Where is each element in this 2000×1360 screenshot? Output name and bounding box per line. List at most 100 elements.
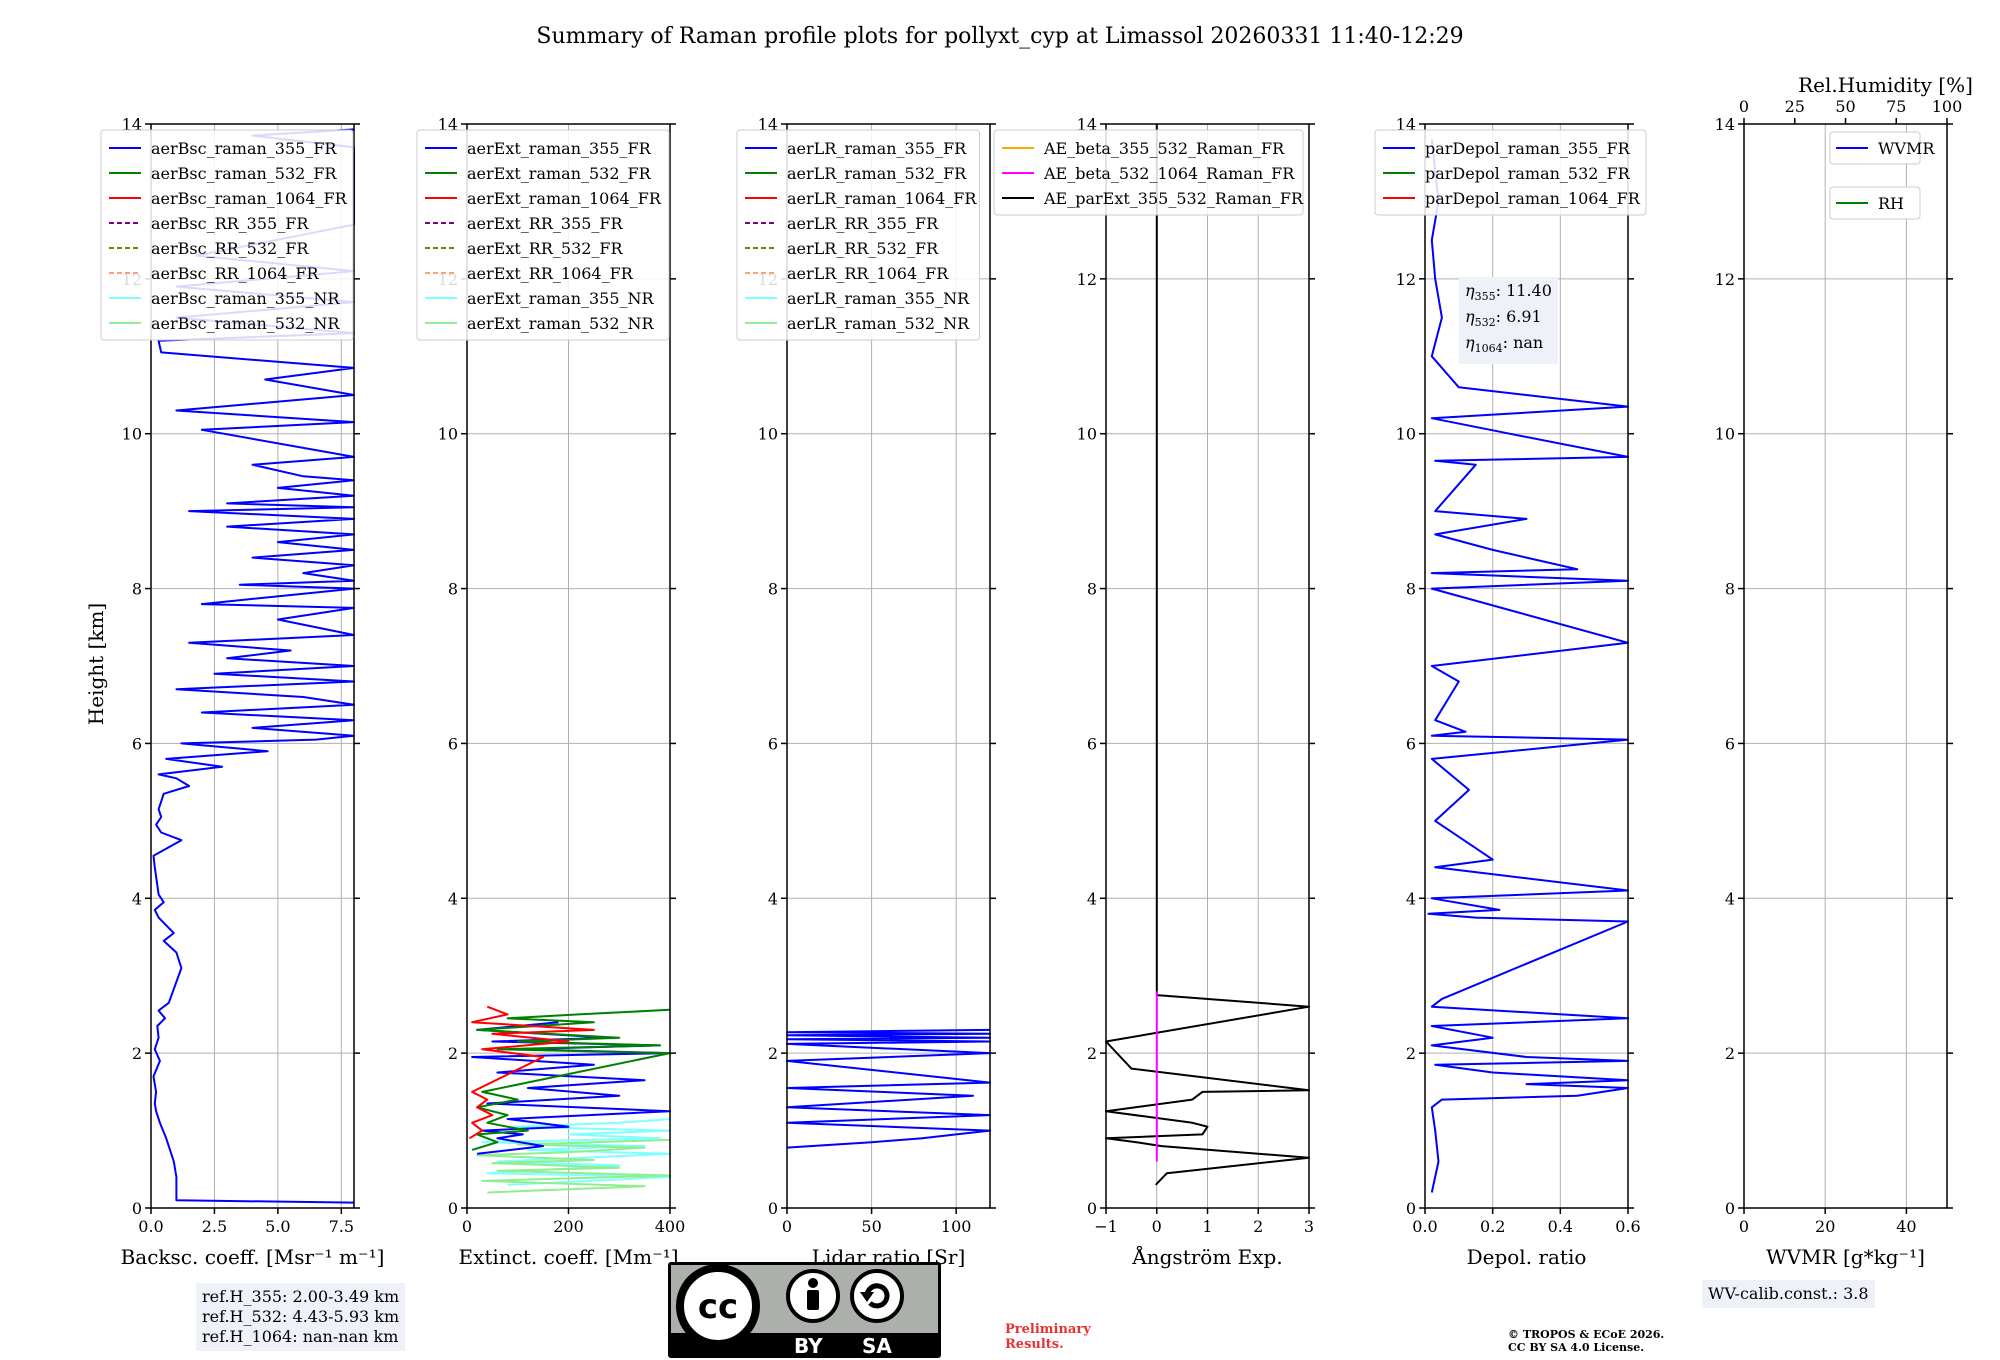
dep-xtick-label-0: 0.0 bbox=[1412, 1217, 1437, 1236]
dep-legend-label-0: parDepol_raman_355_FR bbox=[1425, 139, 1631, 158]
ext-legend-label-2: aerExt_raman_1064_FR bbox=[467, 189, 662, 208]
sa-icon bbox=[850, 1269, 904, 1323]
ae-xtick-label-4: 3 bbox=[1304, 1217, 1314, 1236]
by-icon-head bbox=[808, 1278, 818, 1288]
wv-ytick-label-3: 6 bbox=[1725, 734, 1735, 753]
wv-toptick-label-2: 50 bbox=[1835, 97, 1855, 116]
preliminary-line-2: Results. bbox=[1005, 1337, 1064, 1352]
bsc-legend-frame bbox=[100, 129, 354, 341]
ae-ytick-label-1: 2 bbox=[1087, 1044, 1097, 1063]
bsc-series-aerBsc_raman_355_FR bbox=[152, 128, 355, 1204]
wv-ytick-label-6: 12 bbox=[1715, 270, 1735, 289]
cc-badge-icons: cc bbox=[676, 1264, 904, 1348]
ext-xlabel: Extinct. coeff. [Mm⁻¹] bbox=[458, 1245, 678, 1269]
ext-legend-label-4: aerExt_RR_532_FR bbox=[467, 239, 624, 258]
dep-legend-frame bbox=[1374, 129, 1647, 216]
ext-ytick-label-3: 6 bbox=[448, 734, 458, 753]
dep-ytick-label-3: 6 bbox=[1406, 734, 1416, 753]
wv-xtick-label-1: 20 bbox=[1815, 1217, 1835, 1236]
ae-legend-frame bbox=[993, 129, 1304, 216]
preliminary-note: Preliminary Results. bbox=[1005, 1322, 1091, 1352]
lr-ytick-label-0: 0 bbox=[768, 1199, 778, 1218]
wv-toplabel: Rel.Humidity [%] bbox=[1798, 73, 1973, 97]
bsc-ytick-label-1: 2 bbox=[132, 1044, 142, 1063]
lr-series-aerLR_raman_355_FR bbox=[786, 1028, 991, 1149]
lr-legend-label-6: aerLR_raman_355_NR bbox=[787, 289, 970, 308]
bsc-xtick-label-3: 7.5 bbox=[329, 1217, 354, 1236]
dep-xtick-label-2: 0.4 bbox=[1548, 1217, 1573, 1236]
ext-xtick-label-0: 0 bbox=[462, 1217, 472, 1236]
dep-ytick-label-5: 10 bbox=[1396, 425, 1416, 444]
ae-ytick-label-0: 0 bbox=[1087, 1199, 1097, 1218]
sa-icon-arrowhead bbox=[860, 1292, 874, 1302]
ext-series-aerExt_raman_1064_FR bbox=[468, 1005, 595, 1140]
bsc-legend-label-5: aerBsc_RR_1064_FR bbox=[151, 264, 320, 283]
lr-ytick-label-4: 8 bbox=[768, 580, 778, 599]
ext-ytick-label-2: 4 bbox=[448, 889, 458, 908]
dep-ytick-label-7: 14 bbox=[1396, 115, 1416, 134]
bsc-ytick-label-2: 4 bbox=[132, 889, 142, 908]
wv-ytick-label-0: 0 bbox=[1725, 1199, 1735, 1218]
bsc-legend-label-0: aerBsc_raman_355_FR bbox=[151, 139, 337, 158]
wv-ytick-label-4: 8 bbox=[1725, 580, 1735, 599]
y-axis-label: Height [km] bbox=[84, 603, 108, 725]
wv-toptick-label-0: 0 bbox=[1739, 97, 1749, 116]
wv-calib-box: WV-calib.const.: 3.8 bbox=[1702, 1280, 1875, 1308]
wv-ytick-label-2: 4 bbox=[1725, 889, 1735, 908]
ae-xlabel: Ångström Exp. bbox=[1131, 1244, 1282, 1269]
dep-xlabel: Depol. ratio bbox=[1467, 1245, 1587, 1269]
ext-ytick-label-4: 8 bbox=[448, 580, 458, 599]
cc-sa-label: SA bbox=[862, 1334, 892, 1358]
ext-series-aerExt_raman_532_NR bbox=[476, 1138, 671, 1194]
bsc-xtick-label-0: 0.0 bbox=[138, 1217, 163, 1236]
wv-ytick-label-7: 14 bbox=[1715, 115, 1735, 134]
copyright-note: © TROPOS & ECoE 2026. CC BY SA 4.0 Licen… bbox=[1508, 1328, 1664, 1354]
ext-xtick-label-2: 400 bbox=[655, 1217, 686, 1236]
eta-1064: η1064: nan bbox=[1465, 333, 1544, 356]
wv-toptick-label-4: 100 bbox=[1932, 97, 1963, 116]
ae-series-AE_parExt_355_532_Raman_FR bbox=[1105, 124, 1310, 1186]
bsc-ytick-label-0: 0 bbox=[132, 1199, 142, 1218]
bsc-legend-label-3: aerBsc_RR_355_FR bbox=[151, 214, 309, 233]
wv-legend-label-1: RH bbox=[1878, 194, 1904, 213]
ext-legend-label-6: aerExt_raman_355_NR bbox=[467, 289, 655, 308]
ext-ytick-label-7: 14 bbox=[438, 115, 458, 134]
reference-height-box: ref.H_355: 2.00-3.49 km ref.H_532: 4.43-… bbox=[196, 1283, 406, 1351]
eta-532: η532: 6.91 bbox=[1465, 307, 1542, 330]
by-icon-body bbox=[807, 1290, 819, 1310]
ae-ytick-label-3: 6 bbox=[1087, 734, 1097, 753]
bsc-xtick-label-2: 5.0 bbox=[265, 1217, 290, 1236]
dep-ytick-label-6: 12 bbox=[1396, 270, 1416, 289]
ext-xtick-label-1: 200 bbox=[553, 1217, 584, 1236]
lr-legend-label-5: aerLR_RR_1064_FR bbox=[787, 264, 949, 283]
dep-xtick-label-1: 0.2 bbox=[1480, 1217, 1505, 1236]
ae-ytick-label-6: 12 bbox=[1077, 270, 1097, 289]
ae-xtick-label-0: −1 bbox=[1094, 1217, 1118, 1236]
cc-by-label: BY bbox=[794, 1334, 823, 1358]
bsc-ytick-label-3: 6 bbox=[132, 734, 142, 753]
lr-ytick-label-5: 10 bbox=[758, 425, 778, 444]
eta-355-value: 11.40 bbox=[1506, 281, 1552, 300]
eta-355: η355: 11.40 bbox=[1465, 281, 1552, 304]
bsc-ytick-label-5: 10 bbox=[122, 425, 142, 444]
ae-legend-label-1: AE_beta_532_1064_Raman_FR bbox=[1043, 164, 1295, 183]
bsc-axes-frame bbox=[150, 123, 355, 1209]
ext-legend-frame bbox=[416, 129, 670, 341]
sa-icon-arrow bbox=[864, 1283, 890, 1309]
preliminary-line-1: Preliminary bbox=[1005, 1322, 1091, 1337]
eta-box: η355: 11.40 η532: 6.91 η1064: nan bbox=[1459, 277, 1558, 364]
panel-lr: 02468101214050100Lidar ratio [Sr]aerLR_r… bbox=[736, 115, 996, 1269]
ae-ytick-label-7: 14 bbox=[1077, 115, 1097, 134]
lr-xtick-label-0: 0 bbox=[782, 1217, 792, 1236]
dep-ytick-label-1: 2 bbox=[1406, 1044, 1416, 1063]
ref-h-355: ref.H_355: 2.00-3.49 km bbox=[202, 1287, 400, 1306]
wv-legend-box-1 bbox=[1829, 186, 1921, 220]
bsc-legend-label-1: aerBsc_raman_532_FR bbox=[151, 164, 337, 183]
bsc-legend-label-6: aerBsc_raman_355_NR bbox=[151, 289, 340, 308]
wv-toptick-label-1: 25 bbox=[1785, 97, 1805, 116]
bsc-ytick-label-7: 14 bbox=[122, 115, 142, 134]
ext-legend-label-7: aerExt_raman_532_NR bbox=[467, 314, 655, 333]
